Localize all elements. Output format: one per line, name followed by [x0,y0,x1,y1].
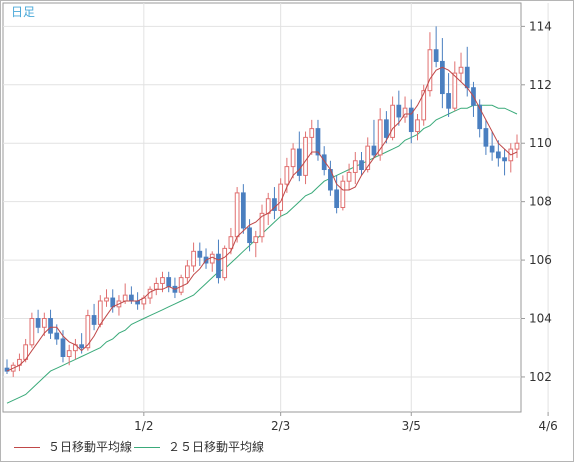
candle-body [265,198,271,214]
candle-body [60,338,66,357]
ma5-line [6,66,518,372]
candle-body [104,297,109,302]
candle-body [346,171,352,182]
y-tick-label: 114 [529,19,552,33]
candle-body [384,119,389,138]
candle-body [415,119,420,133]
candle-body [309,128,315,138]
candle-body [222,247,228,279]
period-label: 日足 [11,5,35,19]
candle-body [160,277,165,284]
candle-body [234,192,240,238]
x-tick-label: 1/2 [134,419,153,433]
candle-body [85,315,91,349]
candle-body [216,253,221,279]
ma5-polyline [6,66,518,372]
candle-body [79,344,85,349]
candle-body [48,318,53,334]
legend-ma25: ２５日移動平均線 [134,438,264,455]
candle-body [352,160,358,173]
candle-body [440,60,445,95]
y-tick-label: 108 [529,195,552,209]
candle-body [433,49,439,62]
candle-body [396,104,402,118]
candle-body [495,151,501,159]
candle-body [41,318,47,328]
y-axis-labels: 102 104 106 108 110 112 114 [521,19,552,384]
candle-body [91,315,97,325]
candle-body [110,297,116,308]
candle-body [340,180,346,208]
candle-body [427,49,433,92]
candle-body [321,154,327,171]
candle-body [458,66,464,74]
candle-body [259,212,265,238]
candle-body [421,90,427,121]
legend-ma5-label: ５日移動平均線 [48,440,133,454]
candle-body [97,300,103,325]
legend-ma25-label: ２５日移動平均線 [168,440,265,454]
x-tick-label: 3/5 [402,419,421,433]
candle-body [315,128,321,156]
candle-body [278,183,284,211]
candle-body [464,66,470,89]
candle-body [35,318,41,328]
candle-body [502,157,507,162]
candle-body [489,145,495,153]
legend-ma5: ５日移動平均線 [14,438,132,455]
candle-body [166,277,172,287]
candle-body [66,350,72,357]
candle-body [452,72,458,109]
x-tick-label: 4/6 [538,419,557,433]
candle-body [197,250,203,258]
candle-body [153,282,159,290]
x-axis-labels: 1/2 2/3 3/5 4/6 [134,412,558,433]
y-tick-label: 112 [529,78,552,92]
y-tick-label: 110 [529,136,552,150]
candle-body [296,148,302,176]
y-tick-label: 102 [529,370,552,384]
candle-body [303,136,308,176]
legend-ma25-swatch [134,447,160,448]
candle-body [446,93,451,109]
candle-body [185,265,190,279]
candle-body [29,318,35,346]
candle-body [483,128,489,147]
candle-body [122,294,128,302]
candle-body [359,160,364,171]
legend-ma5-swatch [14,447,40,448]
candle-body [371,145,377,156]
candle-body [240,192,246,229]
candle-body [334,189,339,209]
y-tick-label: 104 [529,312,552,326]
candle-body [129,294,134,302]
candle-body [514,142,520,150]
candle-body [408,107,414,133]
candle-body [284,166,290,185]
candle-body [247,227,252,244]
candle-body [209,253,215,264]
candle-body [272,198,277,211]
candle-body [390,104,395,138]
candle-body [377,119,383,156]
candle-body [477,104,483,130]
candle-body [402,107,408,118]
candle-body [178,277,184,293]
candle-body [253,236,259,244]
candle-body [290,148,296,168]
y-tick-label: 106 [529,253,552,267]
candle-body [228,236,234,249]
x-tick-label: 2/3 [271,419,290,433]
candles [4,26,520,377]
candle-body [365,145,371,171]
candle-body [191,250,196,267]
candle-body [54,332,60,340]
